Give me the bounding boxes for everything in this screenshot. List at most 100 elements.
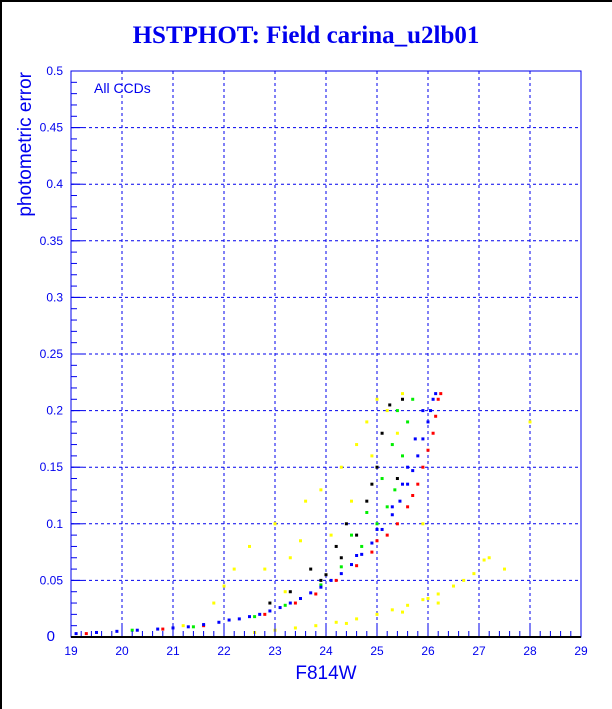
y-tick-label: 0.1 bbox=[46, 517, 63, 531]
data-point-red bbox=[161, 627, 165, 631]
data-point-yellow bbox=[344, 621, 348, 625]
data-point-yellow bbox=[212, 601, 216, 605]
data-point-yellow bbox=[395, 431, 399, 435]
data-point-yellow bbox=[248, 544, 251, 548]
data-point-green bbox=[395, 409, 399, 413]
y-tick-label: 0.5 bbox=[46, 64, 63, 78]
data-point-yellow bbox=[472, 572, 476, 576]
data-point-black bbox=[370, 482, 374, 486]
data-point-blue bbox=[248, 615, 251, 619]
data-point-yellow bbox=[462, 578, 466, 582]
data-point-yellow bbox=[426, 597, 430, 601]
x-tick-label: 26 bbox=[421, 644, 435, 658]
data-point-blue bbox=[258, 612, 262, 616]
data-point-blue bbox=[115, 629, 119, 633]
data-point-green bbox=[380, 477, 384, 481]
data-point-blue bbox=[237, 617, 241, 621]
data-point-yellow bbox=[452, 584, 455, 588]
data-point-yellow bbox=[401, 392, 404, 396]
series-green bbox=[130, 397, 415, 632]
data-point-black bbox=[380, 431, 384, 435]
x-tick-label: 23 bbox=[268, 644, 282, 658]
data-point-blue bbox=[156, 627, 160, 631]
data-point-blue bbox=[135, 628, 139, 632]
data-point-yellow bbox=[288, 556, 292, 560]
data-point-blue bbox=[350, 563, 353, 567]
data-point-blue bbox=[329, 578, 333, 582]
data-point-yellow bbox=[283, 590, 287, 594]
data-point-blue bbox=[278, 606, 282, 610]
annotation-all-ccds: All CCDs bbox=[94, 80, 151, 96]
data-point-yellow bbox=[314, 624, 318, 628]
data-point-yellow bbox=[263, 567, 267, 571]
y-tick-label: 0.2 bbox=[46, 404, 63, 418]
data-point-blue bbox=[429, 409, 433, 413]
data-point-yellow bbox=[329, 533, 333, 537]
data-point-green bbox=[253, 615, 257, 619]
x-tick-label: 28 bbox=[523, 644, 537, 658]
data-point-black bbox=[339, 556, 343, 560]
data-point-blue bbox=[309, 591, 313, 595]
x-tick-label: 19 bbox=[64, 644, 78, 658]
data-point-red bbox=[431, 431, 435, 435]
x-tick-label: 25 bbox=[370, 644, 384, 658]
data-point-green bbox=[130, 628, 134, 632]
data-point-blue bbox=[360, 552, 364, 556]
y-tick-label: 0.45 bbox=[40, 121, 64, 135]
data-point-green bbox=[411, 397, 415, 401]
x-tick-label: 21 bbox=[166, 644, 180, 658]
data-point-blue bbox=[299, 597, 302, 601]
data-point-black bbox=[365, 499, 369, 503]
data-point-red bbox=[395, 522, 399, 526]
data-point-red bbox=[370, 550, 374, 554]
x-tick-label: 22 bbox=[217, 644, 231, 658]
data-points bbox=[74, 392, 532, 636]
data-point-green bbox=[385, 505, 389, 509]
data-point-yellow bbox=[365, 420, 369, 424]
data-point-red bbox=[314, 592, 318, 596]
data-point-red bbox=[406, 505, 410, 509]
data-point-green bbox=[360, 544, 364, 548]
x-tick-label: 27 bbox=[472, 644, 486, 658]
data-point-red bbox=[355, 564, 359, 568]
data-point-green bbox=[339, 565, 343, 569]
data-point-black bbox=[401, 397, 404, 401]
data-point-red bbox=[84, 632, 88, 636]
data-point-red bbox=[426, 448, 430, 452]
data-point-yellow bbox=[319, 488, 323, 492]
data-point-black bbox=[334, 544, 338, 548]
data-point-blue bbox=[401, 482, 404, 486]
y-tick-label: 0.25 bbox=[40, 347, 64, 361]
data-point-green bbox=[401, 454, 404, 458]
data-point-green bbox=[393, 488, 397, 492]
data-point-blue bbox=[406, 482, 410, 486]
data-point-blue bbox=[426, 420, 430, 424]
data-point-blue bbox=[375, 527, 379, 531]
data-point-red bbox=[293, 601, 297, 605]
data-point-black bbox=[319, 578, 323, 582]
data-point-blue bbox=[406, 465, 410, 469]
data-point-yellow bbox=[390, 608, 394, 612]
data-point-yellow bbox=[375, 612, 379, 616]
data-point-green bbox=[283, 603, 287, 607]
data-point-yellow bbox=[273, 522, 277, 526]
data-point-yellow bbox=[293, 626, 297, 630]
data-point-black bbox=[309, 567, 313, 571]
data-point-yellow bbox=[232, 567, 236, 571]
data-point-yellow bbox=[304, 499, 308, 503]
data-point-red bbox=[263, 612, 267, 616]
data-point-black bbox=[268, 601, 272, 605]
data-point-yellow bbox=[350, 499, 353, 503]
data-point-red bbox=[416, 482, 420, 486]
data-point-black bbox=[395, 477, 399, 481]
data-point-black bbox=[375, 465, 379, 469]
y-axis-title: photometric error bbox=[15, 71, 36, 216]
data-point-red bbox=[334, 578, 338, 582]
data-point-yellow bbox=[421, 598, 425, 602]
data-point-red bbox=[411, 494, 415, 497]
data-point-blue bbox=[390, 513, 394, 517]
data-point-green bbox=[319, 583, 323, 587]
data-point-yellow bbox=[355, 443, 359, 447]
data-point-yellow bbox=[375, 397, 379, 401]
